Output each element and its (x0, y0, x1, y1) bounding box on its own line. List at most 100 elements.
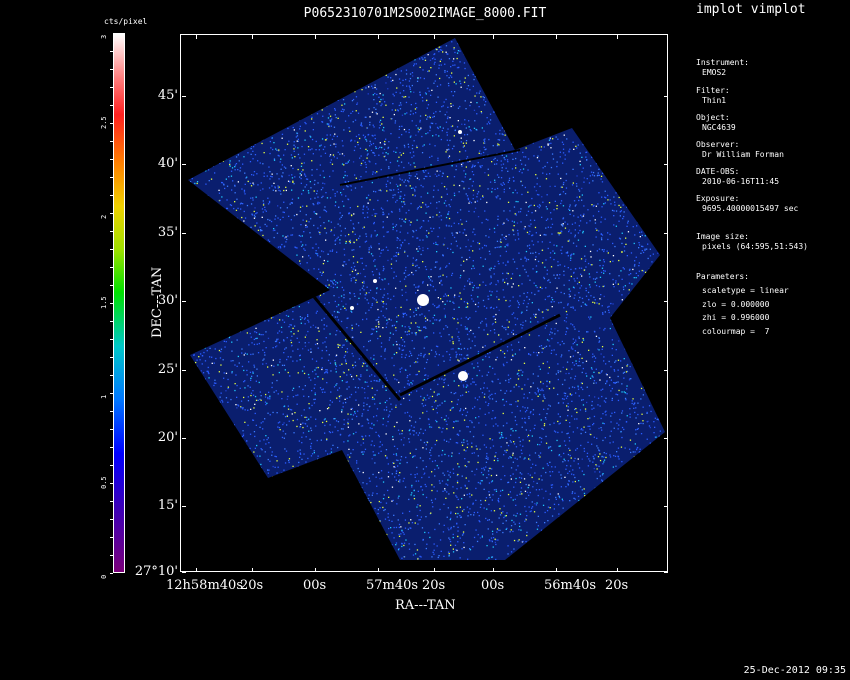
x-tick-label: 00s (481, 578, 505, 593)
y-tick (664, 301, 668, 302)
y-tick (182, 370, 186, 371)
info-date-obs-label: DATE-OBS: (696, 167, 740, 176)
colorbar-tick (110, 105, 113, 106)
y-tick (664, 233, 668, 234)
y-tick (664, 370, 668, 371)
info-exposure-label: Exposure: (696, 194, 740, 203)
y-tick (664, 164, 668, 165)
x-tick (252, 568, 253, 572)
colorbar-tick (110, 411, 113, 412)
x-tick (617, 35, 618, 39)
x-tick-label: 20s (605, 578, 629, 593)
bright-source-2 (458, 371, 468, 381)
y-tick (182, 438, 186, 439)
colorbar-tick (110, 195, 113, 196)
x-tick (434, 35, 435, 39)
y-tick-label: 30' (157, 293, 178, 308)
y-axis-label: DEC---TAN (150, 266, 165, 338)
info-filter: Thin1 (702, 96, 727, 105)
info-instrument: EMOS2 (702, 68, 727, 77)
colorbar-tick (110, 573, 113, 574)
y-tick-label: 40' (157, 156, 178, 171)
colorbar-tick (110, 231, 113, 232)
colorbar-tick (110, 123, 113, 124)
timestamp: 25-Dec-2012 09:35 (743, 665, 846, 676)
y-tick (664, 506, 668, 507)
colorbar-tick (110, 87, 113, 88)
colorbar-tick (110, 555, 113, 556)
colorbar-tick (110, 285, 113, 286)
x-tick-label: 20s (422, 578, 446, 593)
image-title: P0652310701M2S002IMAGE_8000.FIT (303, 6, 547, 21)
colorbar-tick (110, 177, 113, 178)
y-tick-label: 15' (157, 498, 178, 513)
colorbar-tick (110, 141, 113, 142)
x-tick (617, 568, 618, 572)
tool-name: implot vimplot (696, 2, 806, 17)
x-tick-label: 56m40s (544, 578, 597, 593)
x-tick (315, 35, 316, 39)
x-tick (378, 568, 379, 572)
y-tick-label: 20' (157, 430, 178, 445)
colorbar-tick (110, 249, 113, 250)
bright-source-nucleus (417, 294, 429, 306)
colorbar-tick (110, 483, 113, 484)
y-tick-label: 27°10' (134, 564, 178, 579)
y-tick (664, 572, 668, 573)
y-tick-label: 35' (157, 225, 178, 240)
info-parameters-label: Parameters: (696, 272, 749, 281)
x-tick (434, 568, 435, 572)
info-object-label: Object: (696, 113, 730, 122)
colorbar-tick (110, 51, 113, 52)
point-source-4 (350, 306, 354, 310)
y-tick-label: 45' (157, 88, 178, 103)
point-source-5 (458, 130, 462, 134)
colorbar-tick (110, 357, 113, 358)
x-tick (556, 568, 557, 572)
x-tick (315, 568, 316, 572)
colorbar-unit: cts/pixel (104, 17, 148, 26)
x-tick-label: 57m40s (366, 578, 419, 593)
plot-frame (180, 34, 668, 572)
x-tick-label: 00s (303, 578, 327, 593)
colorbar-tick (110, 537, 113, 538)
info-zhi: zhi = 0.996000 (702, 313, 770, 322)
colorbar-tick (110, 519, 113, 520)
colorbar-tick (110, 321, 113, 322)
colorbar-tick (110, 393, 113, 394)
info-scaletype: scaletype = linear (702, 286, 789, 295)
colorbar-tick (110, 429, 113, 430)
colorbar-tick (110, 447, 113, 448)
y-tick (182, 233, 186, 234)
info-observer-label: Observer: (696, 140, 740, 149)
colorbar-tick (110, 339, 113, 340)
y-tick-label: 25' (157, 362, 178, 377)
x-tick (252, 35, 253, 39)
colorbar (113, 33, 125, 573)
y-tick (182, 96, 186, 97)
info-observer: Dr William Forman (702, 150, 784, 159)
info-filter-label: Filter: (696, 86, 730, 95)
x-tick-label: 12h58m40s (166, 578, 243, 593)
x-tick-label: 20s (240, 578, 264, 593)
x-tick (196, 568, 197, 572)
info-exposure: 9695.40000015497 sec (702, 204, 799, 213)
colorbar-tick (110, 267, 113, 268)
point-source-3 (373, 279, 377, 283)
x-tick (493, 568, 494, 572)
x-axis-label: RA---TAN (395, 598, 456, 613)
y-tick (182, 164, 186, 165)
colorbar-tick (110, 375, 113, 376)
x-tick (196, 35, 197, 39)
info-date-obs: 2010-06-16T11:45 (702, 177, 780, 186)
colorbar-tick (110, 213, 113, 214)
info-image-size-label: Image size: (696, 232, 749, 241)
info-instrument-label: Instrument: (696, 58, 749, 67)
x-tick (556, 35, 557, 39)
y-tick (182, 572, 186, 573)
y-tick (664, 96, 668, 97)
y-tick (664, 438, 668, 439)
colorbar-tick (110, 465, 113, 466)
colorbar-tick (110, 303, 113, 304)
